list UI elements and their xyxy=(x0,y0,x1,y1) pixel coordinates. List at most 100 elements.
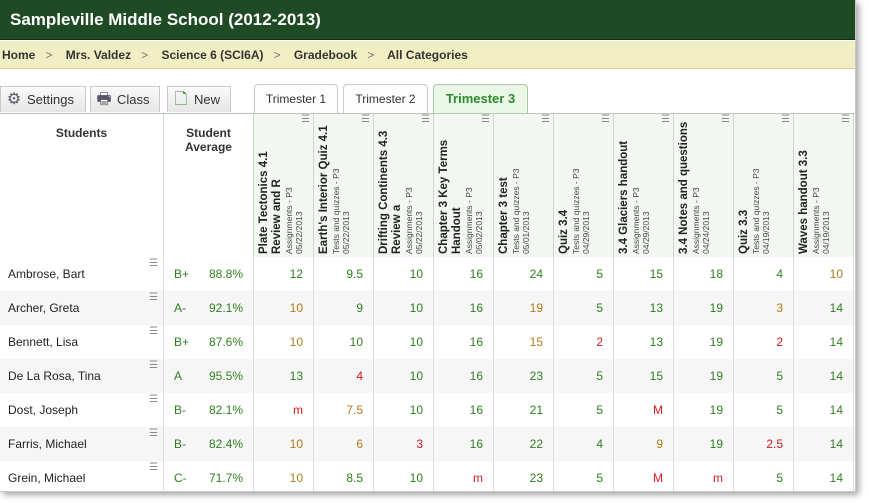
row-menu-icon[interactable]: ☰ xyxy=(149,258,158,269)
score-cell[interactable]: 5 xyxy=(734,359,794,393)
breadcrumb-gradebook[interactable]: Gradebook xyxy=(293,48,358,62)
score-cell[interactable]: 5 xyxy=(554,359,614,393)
score-cell[interactable]: 5 xyxy=(554,291,614,325)
assignment-column-header[interactable]: ☰ Waves handout 3.3 Assignments - P3 04/19/… xyxy=(794,114,854,257)
score-cell[interactable]: 16 xyxy=(434,257,494,291)
score-cell[interactable]: 10 xyxy=(794,257,854,291)
student-name-cell[interactable]: Grein, Michael ☰ xyxy=(0,461,164,491)
score-cell[interactable]: 10 xyxy=(374,325,434,359)
score-cell[interactable]: 19 xyxy=(674,291,734,325)
student-name[interactable]: Grein, Michael xyxy=(8,471,86,485)
tab-trimester-2[interactable]: Trimester 2 xyxy=(343,84,428,114)
new-button[interactable]: 🗋 New xyxy=(167,86,231,112)
score-cell[interactable]: 16 xyxy=(434,393,494,427)
score-cell[interactable]: 16 xyxy=(434,359,494,393)
score-cell[interactable]: 10 xyxy=(374,359,434,393)
score-cell[interactable]: 14 xyxy=(794,359,854,393)
score-cell[interactable]: 18 xyxy=(674,257,734,291)
breadcrumb-course[interactable]: Science 6 (SCI6A) xyxy=(161,48,264,62)
score-cell[interactable]: 15 xyxy=(614,359,674,393)
assignment-column-header[interactable]: ☰ Chapter 3 Key Terms Handout Assignments … xyxy=(434,114,494,257)
score-cell[interactable]: 16 xyxy=(434,427,494,461)
score-cell[interactable]: 2 xyxy=(554,325,614,359)
score-cell[interactable]: 5 xyxy=(734,393,794,427)
score-cell[interactable]: 21 xyxy=(494,393,554,427)
student-name[interactable]: Farris, Michael xyxy=(8,437,87,451)
column-menu-icon[interactable]: ☰ xyxy=(841,114,850,125)
score-cell[interactable]: 9 xyxy=(314,291,374,325)
score-cell[interactable]: 9 xyxy=(614,427,674,461)
column-menu-icon[interactable]: ☰ xyxy=(361,114,370,125)
score-cell[interactable]: 10 xyxy=(374,291,434,325)
score-cell[interactable]: 6 xyxy=(314,427,374,461)
score-cell[interactable]: 23 xyxy=(494,359,554,393)
row-menu-icon[interactable]: ☰ xyxy=(149,292,158,303)
score-cell[interactable]: 2.5 xyxy=(734,427,794,461)
tab-trimester-3[interactable]: Trimester 3 xyxy=(433,84,528,115)
assignment-column-header[interactable]: ☰ Plate Tectonics 4.1 Review and R Assignm… xyxy=(254,114,314,257)
score-cell[interactable]: 8.5 xyxy=(314,461,374,491)
score-cell[interactable]: 19 xyxy=(674,325,734,359)
score-cell[interactable]: 10 xyxy=(254,325,314,359)
tab-trimester-1[interactable]: Trimester 1 xyxy=(254,84,338,114)
score-cell[interactable]: m xyxy=(674,461,734,491)
score-cell[interactable]: 10 xyxy=(314,325,374,359)
student-name-cell[interactable]: Archer, Greta ☰ xyxy=(0,291,164,325)
breadcrumb-teacher[interactable]: Mrs. Valdez xyxy=(65,48,132,62)
settings-button[interactable]: ⚙ Settings xyxy=(0,86,86,112)
score-cell[interactable]: M xyxy=(614,393,674,427)
score-cell[interactable]: 14 xyxy=(794,291,854,325)
score-cell[interactable]: 4 xyxy=(554,427,614,461)
row-menu-icon[interactable]: ☰ xyxy=(149,394,158,405)
score-cell[interactable]: 10 xyxy=(374,393,434,427)
score-cell[interactable]: 14 xyxy=(794,393,854,427)
score-cell[interactable]: 10 xyxy=(254,461,314,491)
score-cell[interactable]: 4 xyxy=(734,257,794,291)
assignment-column-header[interactable]: ☰ Drifting Continents 4.3 Review a Assignm… xyxy=(374,114,434,257)
score-cell[interactable]: 19 xyxy=(674,359,734,393)
score-cell[interactable]: 9.5 xyxy=(314,257,374,291)
student-name[interactable]: De La Rosa, Tina xyxy=(8,369,101,383)
score-cell[interactable]: 5 xyxy=(734,461,794,491)
column-menu-icon[interactable]: ☰ xyxy=(661,114,670,125)
score-cell[interactable]: 2 xyxy=(734,325,794,359)
student-name-cell[interactable]: Ambrose, Bart ☰ xyxy=(0,257,164,291)
row-menu-icon[interactable]: ☰ xyxy=(149,360,158,371)
score-cell[interactable]: m xyxy=(254,393,314,427)
class-button[interactable]: 🖶 Class xyxy=(90,86,160,112)
column-menu-icon[interactable]: ☰ xyxy=(421,114,430,125)
score-cell[interactable]: 5 xyxy=(554,257,614,291)
score-cell[interactable]: 14 xyxy=(794,461,854,491)
student-name-cell[interactable]: Farris, Michael ☰ xyxy=(0,427,164,461)
column-menu-icon[interactable]: ☰ xyxy=(541,114,550,125)
student-name[interactable]: Dost, Joseph xyxy=(8,403,79,417)
row-menu-icon[interactable]: ☰ xyxy=(149,326,158,337)
score-cell[interactable]: 7.5 xyxy=(314,393,374,427)
score-cell[interactable]: 13 xyxy=(614,325,674,359)
score-cell[interactable]: 19 xyxy=(674,393,734,427)
column-menu-icon[interactable]: ☰ xyxy=(781,114,790,125)
row-menu-icon[interactable]: ☰ xyxy=(149,428,158,439)
assignment-column-header[interactable]: ☰ Chapter 3 test Tests and quizzes - P3 05/… xyxy=(494,114,554,257)
score-cell[interactable]: m xyxy=(434,461,494,491)
score-cell[interactable]: 15 xyxy=(614,257,674,291)
breadcrumb-categories[interactable]: All Categories xyxy=(387,48,468,62)
score-cell[interactable]: 24 xyxy=(494,257,554,291)
score-cell[interactable]: 10 xyxy=(374,461,434,491)
score-cell[interactable]: 3 xyxy=(374,427,434,461)
student-name-cell[interactable]: Bennett, Lisa ☰ xyxy=(0,325,164,359)
score-cell[interactable]: 12 xyxy=(254,257,314,291)
student-name[interactable]: Archer, Greta xyxy=(8,301,80,315)
average-column-header[interactable]: Student Average xyxy=(164,114,254,257)
score-cell[interactable]: 19 xyxy=(494,291,554,325)
column-menu-icon[interactable]: ☰ xyxy=(721,114,730,125)
score-cell[interactable]: 19 xyxy=(674,427,734,461)
score-cell[interactable]: 15 xyxy=(494,325,554,359)
assignment-column-header[interactable]: ☰ Earth's Interior Quiz 4.1 Tests and quiz… xyxy=(314,114,374,257)
student-name-cell[interactable]: Dost, Joseph ☰ xyxy=(0,393,164,427)
student-name[interactable]: Ambrose, Bart xyxy=(8,267,85,281)
student-name-cell[interactable]: De La Rosa, Tina ☰ xyxy=(0,359,164,393)
score-cell[interactable]: M xyxy=(614,461,674,491)
score-cell[interactable]: 5 xyxy=(554,393,614,427)
students-column-header[interactable]: Students xyxy=(0,114,164,257)
